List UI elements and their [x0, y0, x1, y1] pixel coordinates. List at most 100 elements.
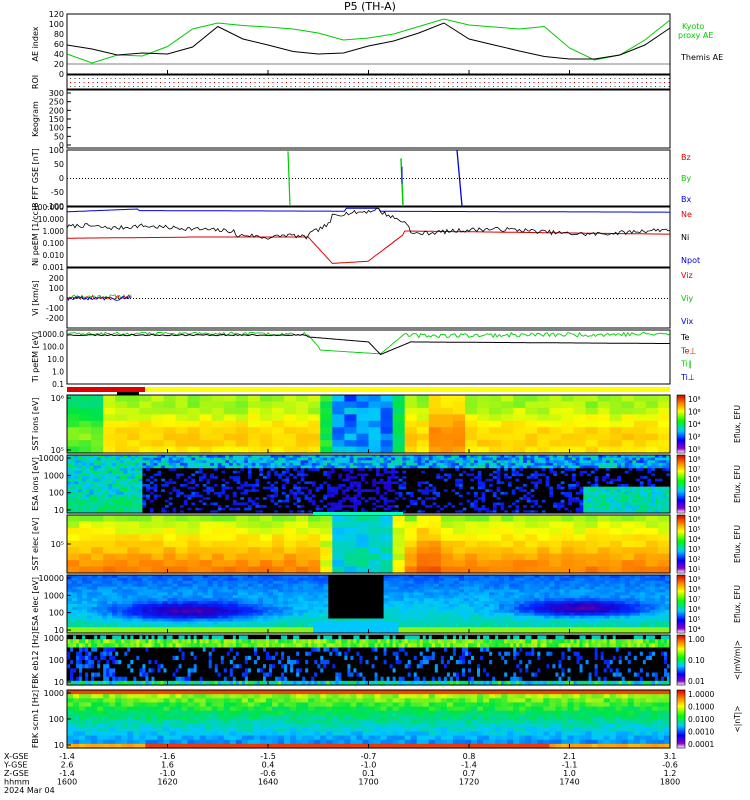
- esa_i-ytick: 100: [49, 489, 64, 498]
- esa_i-cell: [123, 510, 128, 514]
- sst_i-cell: [163, 440, 177, 448]
- esa_i-cell: [409, 486, 415, 490]
- velocity-zero-dot: [397, 298, 398, 299]
- roi-dot: [358, 78, 359, 79]
- esa_i-cell: [323, 465, 328, 469]
- roi-dot: [236, 86, 238, 87]
- esa_i-cell: [281, 484, 287, 488]
- esa_i-cell: [556, 468, 562, 472]
- esa_i-cell: [217, 510, 223, 514]
- esa_i-cell: [572, 468, 577, 472]
- esa_i-cell: [82, 476, 87, 480]
- sst_e-cell: [103, 534, 116, 542]
- esa_i-cell: [368, 473, 373, 477]
- esa_i-cell: [270, 481, 275, 485]
- esa_i-cell: [364, 507, 370, 511]
- esa_i-cell: [274, 497, 279, 501]
- esa_i-cell: [372, 494, 377, 498]
- esa_i-cell: [149, 505, 155, 509]
- esa_i-cell: [187, 476, 192, 480]
- esa_i-cell: [236, 460, 241, 464]
- esa_i-cell: [639, 468, 645, 472]
- roi-dot: [461, 82, 463, 83]
- esa_i-cell: [259, 465, 264, 469]
- esa_i-cell: [534, 465, 539, 469]
- velocity-zero-dot: [385, 298, 386, 299]
- velocity-zero-dot: [331, 298, 332, 299]
- esa_i-cell: [176, 460, 181, 464]
- esa_i-cell: [334, 476, 339, 480]
- esa_i-cell: [89, 505, 94, 509]
- esa_i-cell: [278, 484, 283, 488]
- esa_i-cell: [443, 481, 449, 485]
- esa_i-cell: [342, 489, 347, 493]
- esa_i-cell: [210, 473, 215, 477]
- esa_i-cell: [138, 491, 143, 496]
- esa_i-cell: [421, 473, 426, 477]
- esa_i-cell: [549, 468, 554, 472]
- esa_i-cell: [327, 489, 332, 493]
- esa_i-cell: [564, 481, 569, 485]
- roi-dot: [250, 86, 251, 87]
- velocity-zero-dot: [667, 298, 668, 299]
- esa_i-cell: [602, 473, 607, 477]
- sst_i-cell: [477, 420, 490, 428]
- esa_i-cell: [590, 491, 596, 496]
- esa_i-cell: [368, 457, 373, 461]
- sst_i-cell: [151, 446, 165, 454]
- esa_i-cell: [621, 468, 626, 472]
- esa_i-cell: [146, 468, 151, 472]
- esa_i-cell: [357, 476, 362, 480]
- roi-dot: [160, 86, 161, 87]
- sst_e-cell: [139, 540, 153, 548]
- esa_i-cell: [613, 476, 618, 480]
- esa_i-cell: [519, 491, 524, 496]
- bfield-zero-dot: [430, 178, 431, 179]
- esa_i-cell: [202, 462, 208, 467]
- esa_i-cell: [666, 457, 671, 461]
- sst_i-cell: [489, 395, 502, 403]
- esa_i-cell: [349, 499, 355, 504]
- esa_i-cell: [639, 499, 645, 504]
- roi-dot: [619, 82, 620, 83]
- velocity-zero-dot: [181, 298, 182, 299]
- roi-dot: [70, 78, 71, 79]
- esa_i-cell: [342, 505, 347, 509]
- esa_i-cell: [119, 510, 125, 514]
- esa_i-cell: [300, 468, 306, 472]
- esa_i-cell: [123, 502, 128, 506]
- sst_i-cell: [235, 420, 249, 428]
- esa_i-cell: [409, 484, 415, 488]
- sst_i-cell: [464, 401, 478, 409]
- esa_i-cell: [583, 473, 588, 477]
- esa_i-cell: [221, 455, 226, 459]
- esa_i-cell: [202, 494, 208, 498]
- esa_i-cell: [353, 476, 358, 480]
- roi-dot: [286, 86, 287, 87]
- velocity-zero-dot: [190, 298, 191, 299]
- esa_i-cell: [447, 478, 453, 482]
- esa_i-cell: [556, 460, 562, 464]
- esa_i-cell: [345, 497, 351, 501]
- roi-dot: [74, 86, 76, 87]
- esa_i-cell: [270, 460, 275, 464]
- esa_i-cell: [293, 489, 298, 493]
- esa_i-cell: [308, 497, 313, 501]
- sst_i-cell: [320, 440, 333, 448]
- esa_i-cell: [349, 476, 355, 480]
- roi-dot: [362, 86, 364, 87]
- sst_i-cell: [247, 414, 261, 422]
- esa_i-cell: [417, 502, 422, 506]
- esa_i-cell: [496, 455, 502, 459]
- sst_i-cell: [223, 414, 237, 422]
- esa_i-cell: [176, 457, 181, 461]
- esa_i-cell: [391, 510, 396, 514]
- esa_i-cell: [515, 510, 520, 514]
- esa_i-cell: [541, 505, 547, 509]
- esa_i-cell: [285, 497, 290, 501]
- esa_i-cell: [82, 470, 87, 475]
- esa_i-cell: [477, 457, 483, 461]
- sst_i-cell: [501, 407, 514, 415]
- esa_i-cell: [112, 491, 117, 496]
- esa_i-cell: [406, 476, 411, 480]
